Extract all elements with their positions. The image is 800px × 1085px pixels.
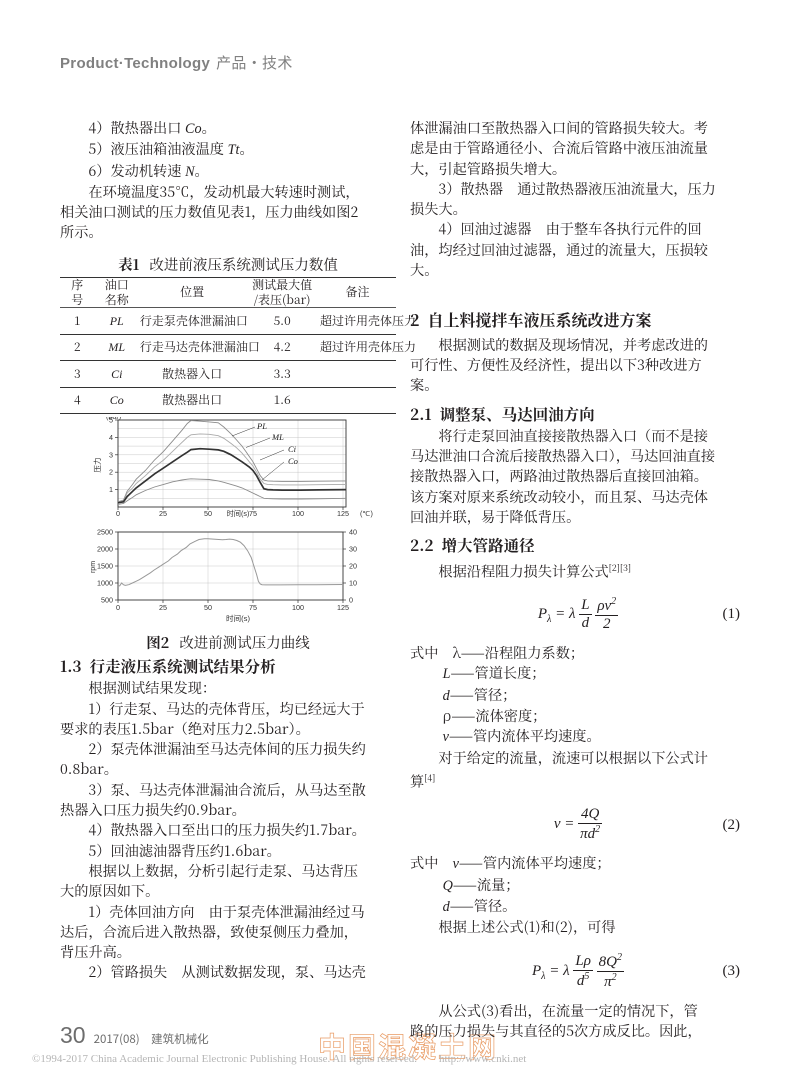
svg-text:2: 2 xyxy=(109,468,113,477)
svg-text:100: 100 xyxy=(292,509,304,518)
svg-text:ML: ML xyxy=(271,432,284,442)
svg-text:50: 50 xyxy=(204,509,212,518)
svg-text:50: 50 xyxy=(204,603,212,612)
svg-text:30: 30 xyxy=(349,545,357,554)
svg-text:40: 40 xyxy=(349,528,357,537)
svg-text:25: 25 xyxy=(159,509,167,518)
svg-text:时间(s): 时间(s) xyxy=(226,613,251,623)
svg-text:20: 20 xyxy=(349,562,357,571)
svg-text:75: 75 xyxy=(249,603,257,612)
svg-text:0: 0 xyxy=(116,509,120,518)
svg-text:PL: PL xyxy=(256,421,267,431)
svg-text:125: 125 xyxy=(337,509,349,518)
svg-text:25: 25 xyxy=(159,603,167,612)
svg-text:125: 125 xyxy=(337,603,349,612)
svg-text:rpm: rpm xyxy=(90,561,97,573)
svg-text:Co: Co xyxy=(288,456,298,466)
svg-text:4: 4 xyxy=(109,433,113,442)
svg-text:(bar): (bar) xyxy=(106,417,121,421)
svg-text:100: 100 xyxy=(292,603,304,612)
svg-text:0: 0 xyxy=(349,596,353,605)
svg-text:1000: 1000 xyxy=(97,579,113,588)
svg-text:1: 1 xyxy=(109,485,113,494)
svg-text:2500: 2500 xyxy=(97,528,113,537)
svg-text:Ci: Ci xyxy=(288,444,297,454)
svg-text:0: 0 xyxy=(116,603,120,612)
svg-text:压力: 压力 xyxy=(92,457,102,472)
svg-text:75: 75 xyxy=(249,509,257,518)
svg-text:(℃): (℃) xyxy=(360,509,373,518)
svg-text:2000: 2000 xyxy=(97,545,113,554)
svg-text:10: 10 xyxy=(349,579,357,588)
svg-text:1500: 1500 xyxy=(97,562,113,571)
svg-text:3: 3 xyxy=(109,450,113,459)
svg-text:时间(s): 时间(s) xyxy=(227,509,250,518)
svg-text:500: 500 xyxy=(101,596,113,605)
